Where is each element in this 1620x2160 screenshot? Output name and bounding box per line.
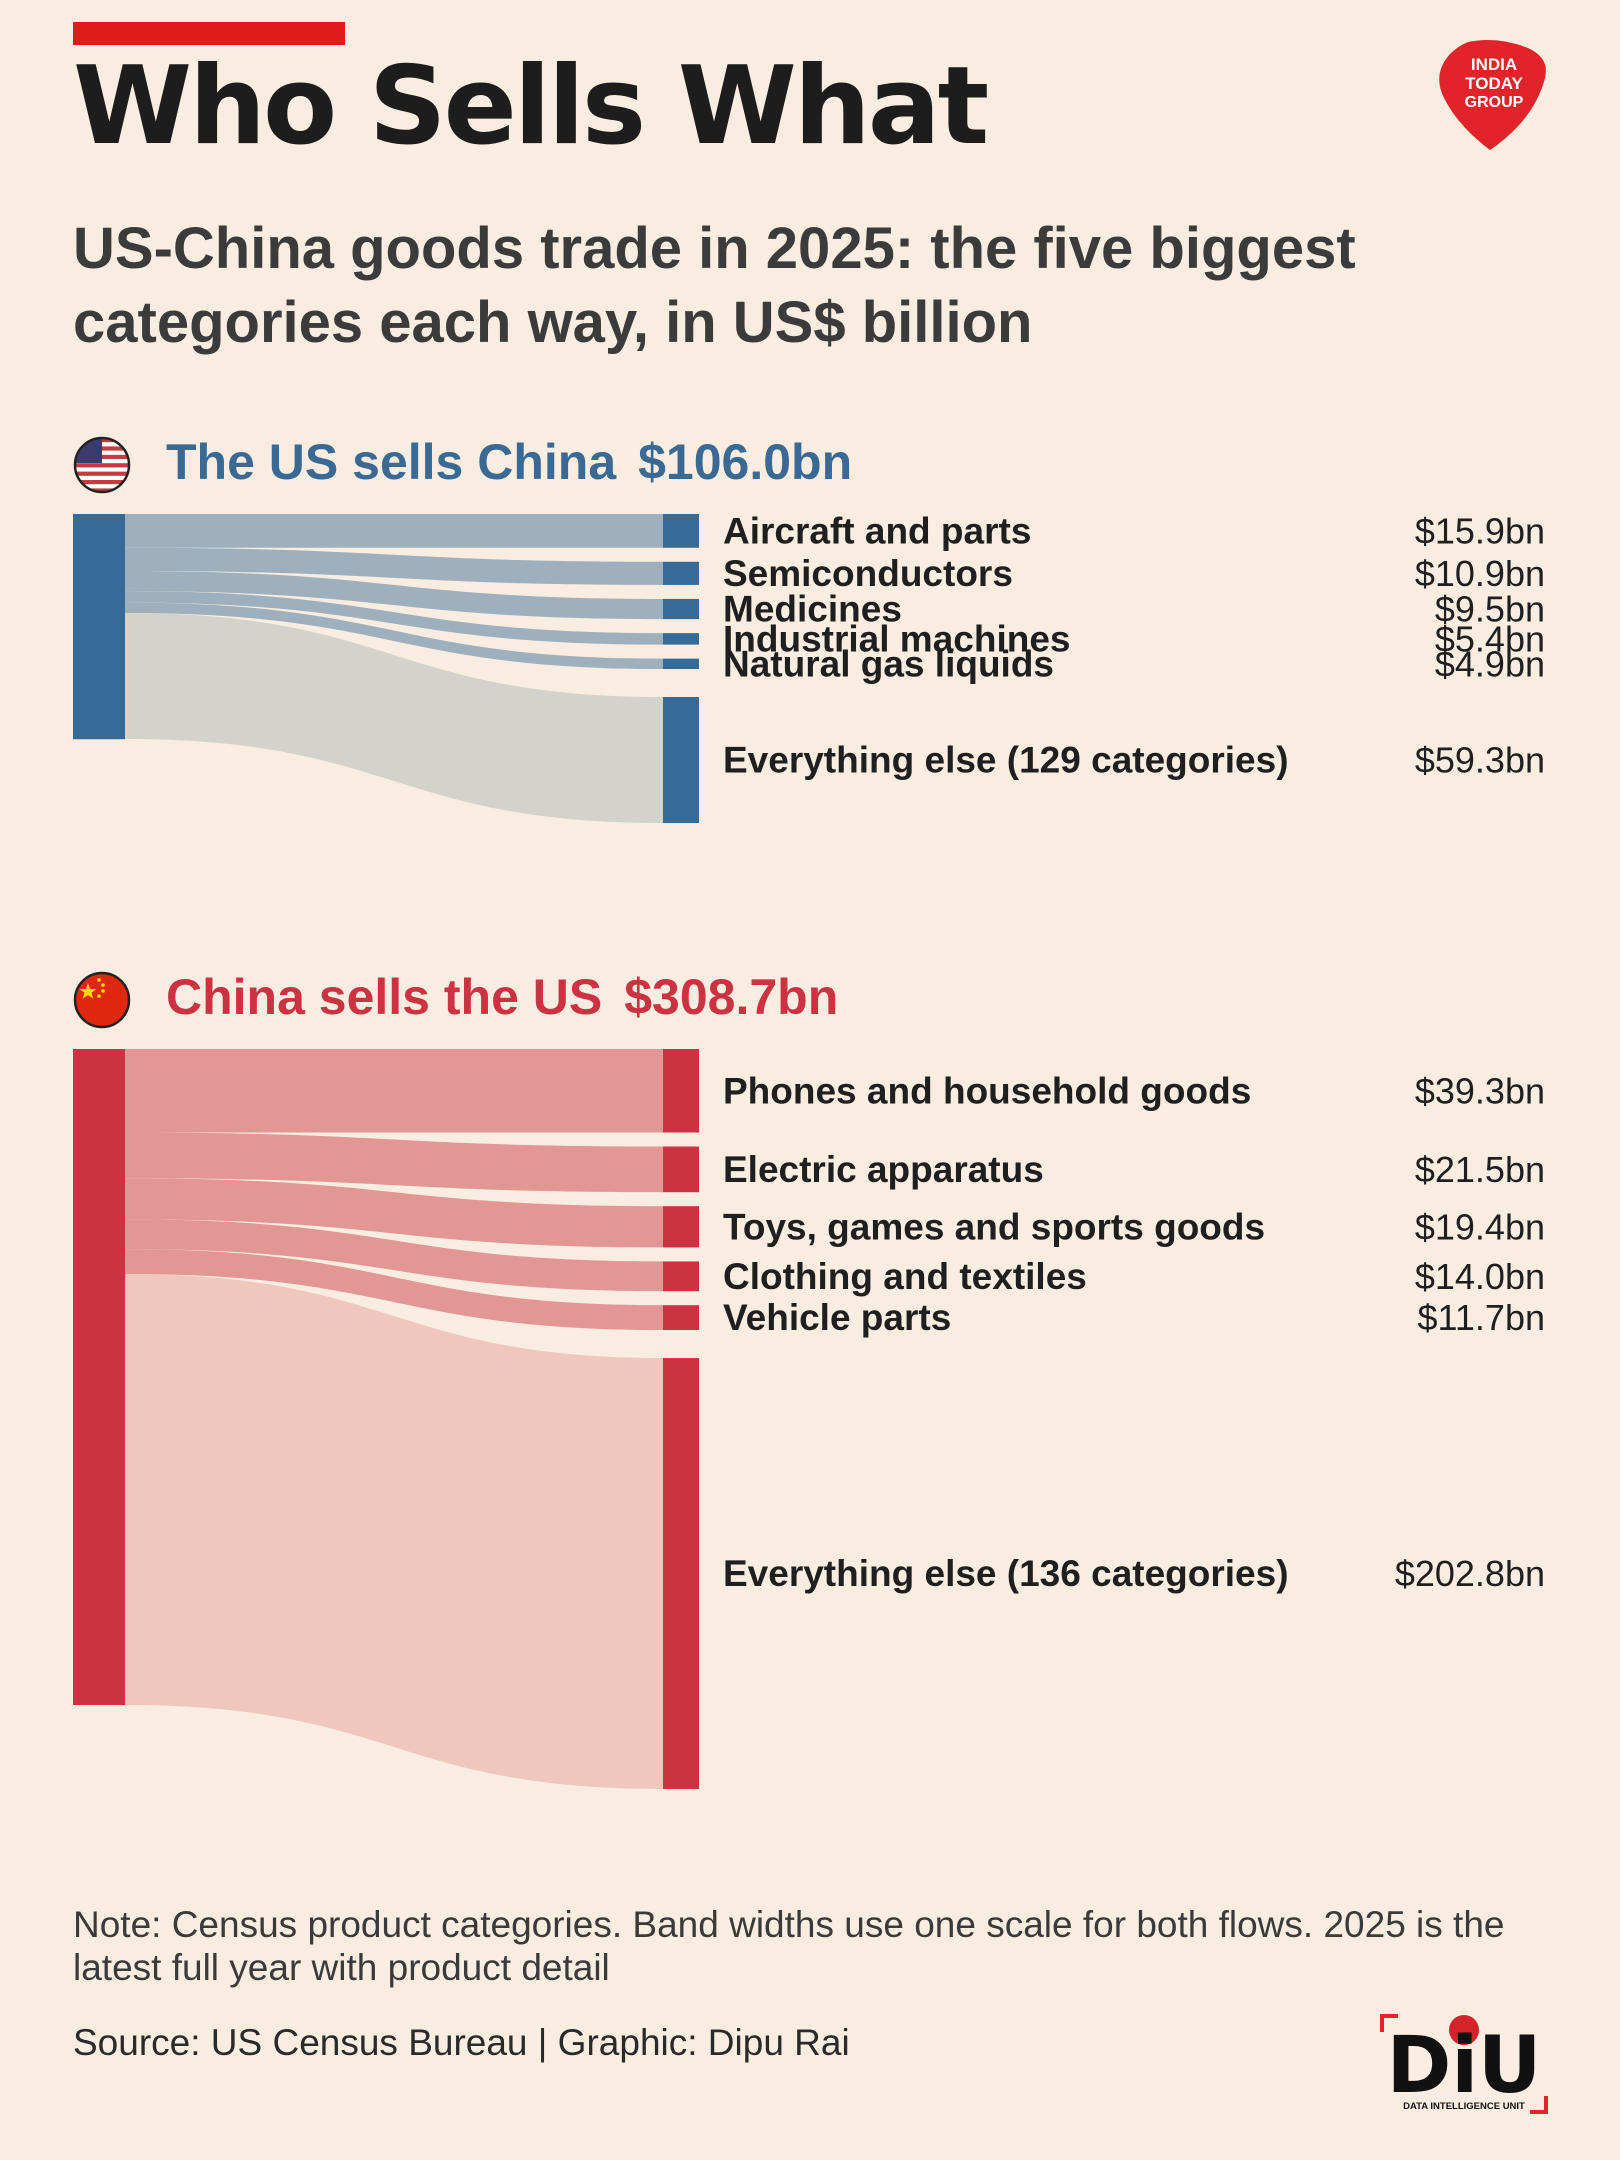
us-flow-band-5 — [125, 602, 663, 670]
china-flag-icon — [73, 971, 131, 1029]
china-section-label: China sells the US — [166, 969, 603, 1025]
china-flow-value-1: $39.3bn — [1415, 1070, 1545, 1111]
china-target-bar-3 — [663, 1206, 699, 1248]
china-target-bar-4 — [663, 1261, 699, 1292]
india-today-logo: INDIA TODAY GROUP — [1439, 40, 1546, 150]
us-target-bar-3 — [663, 598, 699, 620]
china-flow-band-5 — [125, 1249, 663, 1331]
us-flow-label-1: Aircraft and parts — [723, 510, 1031, 551]
us-flow-value-1: $15.9bn — [1415, 510, 1545, 551]
china-target-bar-2 — [663, 1146, 699, 1193]
logo-text-2: TODAY — [1465, 74, 1523, 93]
china-flow-label-5: Vehicle parts — [723, 1297, 951, 1338]
us-flow-band-3 — [125, 570, 663, 620]
logo-text-3: GROUP — [1465, 94, 1524, 111]
china-flow-label-1: Phones and household goods — [723, 1070, 1251, 1111]
china-sankey: Phones and household goods $39.3bn Electri… — [73, 1049, 1545, 1789]
us-flow-label-2: Semiconductors — [723, 553, 1013, 594]
us-flow-value-5: $4.9bn — [1435, 643, 1545, 684]
china-target-bar-1 — [663, 1049, 699, 1133]
us-flow-label-6: Everything else (129 categories) — [723, 740, 1289, 781]
china-section-heading: China sells the US $308.7bn — [166, 972, 838, 1022]
diu-logo: DiU DATA INTELLIGENCE UNIT — [1380, 2014, 1548, 2114]
china-target-bar-5 — [663, 1305, 699, 1331]
us-flow-label-5: Natural gas liquids — [723, 643, 1054, 684]
china-target-bar-6 — [663, 1358, 699, 1789]
us-target-bar-5 — [663, 658, 699, 670]
us-target-bar-6 — [663, 697, 699, 824]
page-subtitle: US-China goods trade in 2025: the five b… — [73, 216, 1356, 356]
china-flow-band-2 — [125, 1132, 663, 1193]
us-flow-label-4: Industrial machines — [723, 618, 1071, 659]
us-flow-value-3: $9.5bn — [1435, 589, 1545, 630]
us-flag-icon — [73, 436, 131, 494]
diu-logo-text: DiU — [1387, 2021, 1542, 2111]
us-section-heading: The US sells China $106.0bn — [166, 437, 852, 487]
us-flow-band-4 — [125, 591, 663, 645]
us-flow-value-6: $59.3bn — [1415, 740, 1545, 781]
us-flow-value-4: $5.4bn — [1435, 618, 1545, 659]
us-section-total: $106.0bn — [638, 434, 853, 490]
china-flow-value-5: $11.7bn — [1418, 1297, 1545, 1338]
us-flow-band-6 — [125, 613, 663, 824]
us-section-label: The US sells China — [166, 434, 617, 490]
china-flow-band-3 — [125, 1178, 663, 1248]
us-target-bar-2 — [663, 561, 699, 585]
china-flow-value-4: $14.0bn — [1415, 1256, 1545, 1297]
footer-note: Note: Census product categories. Band wi… — [73, 1904, 1505, 1988]
us-target-bar-4 — [663, 633, 699, 645]
us-sankey: Aircraft and parts $15.9bn Semiconductors $… — [73, 510, 1545, 824]
diu-logo-subtext: DATA INTELLIGENCE UNIT — [1403, 2101, 1525, 2112]
us-flow-value-2: $10.9bn — [1415, 553, 1545, 594]
us-flow-label-3: Medicines — [723, 589, 902, 630]
footer-source: Source: US Census Bureau | Graphic: Dipu… — [73, 2022, 850, 2063]
us-target-bar-1 — [663, 514, 699, 548]
china-flow-value-3: $19.4bn — [1415, 1206, 1545, 1247]
china-flow-band-4 — [125, 1219, 663, 1292]
us-flow-band-1 — [125, 514, 663, 548]
title-accent-bar — [73, 22, 345, 45]
logo-text-1: INDIA — [1471, 55, 1517, 74]
us-source-bar — [73, 514, 125, 740]
china-flow-value-6: $202.8bn — [1395, 1553, 1545, 1594]
china-flow-label-4: Clothing and textiles — [723, 1256, 1087, 1297]
china-flow-label-3: Toys, games and sports goods — [723, 1206, 1265, 1247]
china-flow-band-6 — [125, 1274, 663, 1789]
china-flow-value-2: $21.5bn — [1415, 1149, 1545, 1190]
china-section-total: $308.7bn — [624, 969, 839, 1025]
us-flow-band-2 — [125, 547, 663, 585]
china-flow-label-2: Electric apparatus — [723, 1149, 1044, 1190]
china-source-bar — [73, 1049, 125, 1705]
china-flow-label-6: Everything else (136 categories) — [723, 1553, 1289, 1594]
page-title: Who Sells What — [73, 44, 989, 169]
china-flow-band-1 — [125, 1049, 663, 1133]
